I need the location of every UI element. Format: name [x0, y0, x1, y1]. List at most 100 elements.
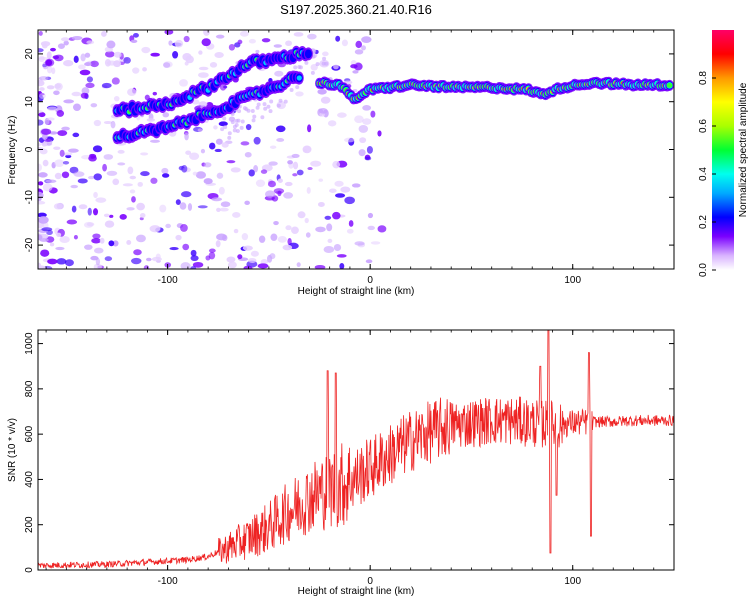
heatmap-cell: [268, 161, 278, 166]
heatmap-cell: [298, 65, 303, 70]
heatmap-cell: [215, 138, 223, 145]
heatmap-cell: [38, 163, 43, 172]
chart-title: S197.2025.360.21.40.R16: [280, 2, 432, 17]
heatmap-cell: [274, 70, 284, 77]
heatmap-cell: [88, 155, 97, 162]
heatmap-cell: [142, 67, 147, 72]
heatmap-cell: [38, 216, 49, 224]
heatmap-cell: [314, 265, 326, 269]
heatmap-cell: [38, 172, 48, 178]
heatmap-cell: [292, 173, 298, 177]
heatmap-cell: [42, 183, 53, 192]
colorbar-tick-label: 0.0: [698, 263, 709, 277]
heatmap-cell: [315, 226, 326, 233]
heatmap-cell: [666, 82, 673, 88]
heatmap-cell: [63, 40, 69, 46]
heatmap-cell: [351, 183, 361, 188]
heatmap-cell: [197, 205, 208, 209]
heatmap-cell: [66, 219, 78, 225]
heatmap-cell: [84, 62, 92, 67]
heatmap-cell: [122, 183, 133, 187]
heatmap-cell: [159, 204, 167, 213]
heatmap-cell: [232, 211, 241, 218]
spectrogram-xtick-label: 100: [564, 275, 581, 286]
snr-ytick-label: 1000: [24, 332, 35, 355]
heatmap-cell: [214, 52, 224, 59]
heatmap-cell: [127, 88, 137, 97]
heatmap-cell: [44, 58, 55, 67]
heatmap-cell: [198, 72, 209, 78]
heatmap-layer: [38, 30, 674, 269]
heatmap-cell: [132, 67, 140, 74]
spectrogram-ytick-label: 20: [24, 48, 35, 60]
heatmap-cell: [240, 119, 245, 124]
heatmap-cell: [179, 79, 188, 87]
heatmap-cell: [253, 136, 261, 145]
snr-ytick-label: 0: [24, 567, 35, 573]
heatmap-cell: [106, 40, 116, 49]
heatmap-cell: [72, 132, 80, 138]
heatmap-cell: [348, 220, 354, 227]
heatmap-cell: [163, 62, 171, 68]
heatmap-cell: [103, 154, 114, 160]
heatmap-cell: [54, 172, 62, 180]
heatmap-cell: [111, 77, 120, 85]
heatmap-cell: [267, 180, 276, 188]
heatmap-cell: [94, 247, 104, 254]
heatmap-cell: [131, 196, 136, 203]
heatmap-cell: [324, 215, 332, 220]
heatmap-cell: [240, 141, 250, 146]
heatmap-cell: [59, 149, 65, 157]
heatmap-cell: [143, 265, 150, 269]
heatmap-cell: [161, 173, 170, 178]
heatmap-cell: [295, 85, 300, 90]
heatmap-cell: [277, 235, 287, 243]
heatmap-cell: [307, 124, 312, 133]
heatmap-cell: [38, 76, 49, 81]
heatmap-cell: [296, 169, 304, 176]
heatmap-cell: [38, 48, 44, 53]
heatmap-cell: [255, 105, 260, 110]
heatmap-cell: [145, 257, 152, 262]
heatmap-cell: [88, 175, 96, 180]
heatmap-cell: [123, 57, 131, 64]
heatmap-cell: [101, 82, 112, 89]
heatmap-cell: [361, 45, 366, 51]
heatmap-cell: [113, 95, 120, 102]
heatmap-cell: [110, 120, 116, 129]
heatmap-cell: [220, 201, 231, 208]
heatmap-cell: [126, 239, 132, 245]
heatmap-cell: [315, 62, 320, 67]
colorbar-tick-label: 0.4: [698, 167, 709, 181]
heatmap-cell: [216, 172, 224, 179]
heatmap-cell: [85, 82, 95, 89]
heatmap-cell: [139, 213, 146, 218]
heatmap-cell: [70, 184, 78, 189]
heatmap-cell: [214, 148, 222, 153]
heatmap-cell: [45, 179, 57, 184]
heatmap-cell: [261, 38, 271, 43]
heatmap-cell: [269, 145, 277, 149]
heatmap-cell: [318, 178, 324, 182]
heatmap-cell: [92, 208, 99, 216]
heatmap-cell: [38, 196, 42, 202]
colorbar-label: Normalized spectral amplitude: [738, 82, 749, 217]
heatmap-cell: [152, 91, 157, 96]
heatmap-cell: [190, 266, 197, 269]
heatmap-cell: [273, 188, 285, 194]
heatmap-cell: [38, 119, 44, 126]
heatmap-cell: [250, 109, 255, 114]
heatmap-cell: [86, 40, 95, 45]
heatmap-cell: [244, 151, 252, 158]
heatmap-cell: [90, 60, 99, 68]
heatmap-cell: [182, 243, 190, 251]
heatmap-cell: [51, 67, 56, 75]
heatmap-cell: [95, 257, 101, 266]
heatmap-cell: [190, 249, 197, 257]
heatmap-cell: [73, 235, 78, 240]
heatmap-cell: [162, 112, 170, 118]
heatmap-cell: [146, 118, 156, 122]
heatmap-cell: [233, 228, 239, 234]
colorbar-gradient: [712, 30, 734, 270]
